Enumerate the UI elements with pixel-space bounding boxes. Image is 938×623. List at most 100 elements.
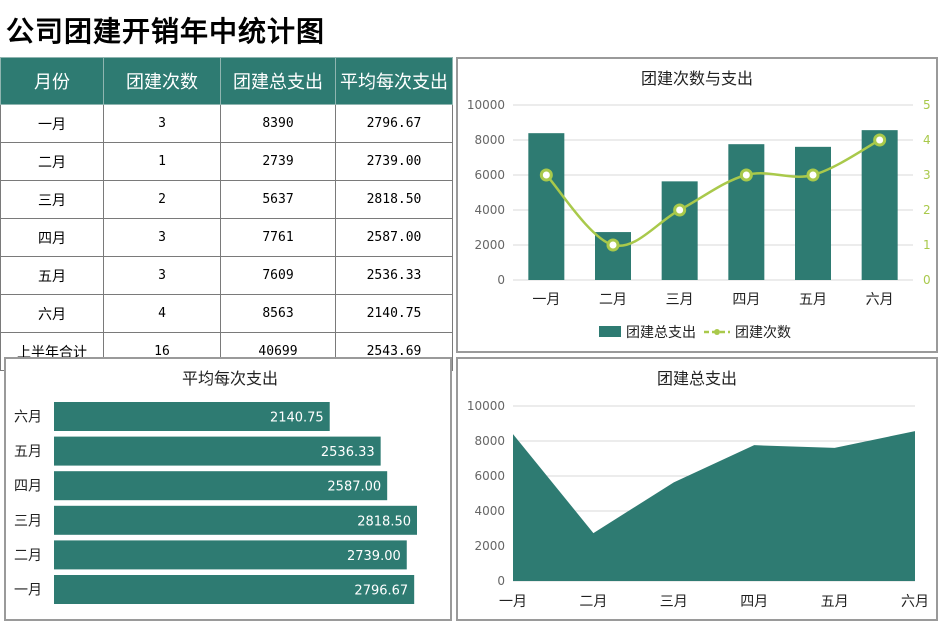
y-left-tick-label: 0 — [497, 273, 505, 287]
x-tick-label: 五月 — [821, 594, 849, 610]
bar — [795, 146, 831, 280]
y-tick-label: 6000 — [474, 469, 505, 483]
combo-chart: 团建次数与支出 0 2000 4000 6000 8000 10000 0 1 2 3 4 5 一月 二月 三… — [467, 69, 931, 341]
bar — [661, 181, 698, 280]
table-cell: 2536.33 — [335, 256, 453, 295]
area-chart-panel: 团建总支出 0 2000 4000 6000 8000 10000 一月 二月 三月 四月 五月 六月 — [456, 357, 938, 621]
table-cell: 2 — [103, 180, 221, 219]
line-point — [673, 203, 687, 217]
bar — [54, 505, 417, 535]
bar — [861, 130, 898, 280]
line-point — [539, 168, 553, 182]
table-row: 五月 3 7609 2536.33 — [0, 256, 453, 295]
y-right-tick-label: 0 — [923, 273, 931, 287]
hbar-chart-panel: 平均每次支出 2140.75 六月 2536.33 五月 2587.00 四月 2818.50… — [4, 357, 452, 621]
bar — [54, 402, 330, 431]
bar — [54, 540, 407, 570]
table-row: 一月 3 8390 2796.67 — [0, 104, 453, 143]
y-right-tick-label: 4 — [923, 133, 931, 147]
table-cell: 4 — [103, 294, 221, 333]
y-right-tick-label: 3 — [923, 168, 931, 182]
column-header: 月份 — [0, 57, 104, 105]
data-label: 2818.50 — [357, 514, 411, 529]
line-point — [739, 168, 753, 182]
y-right-tick-label: 5 — [923, 98, 931, 112]
y-tick-label: 4000 — [474, 504, 505, 518]
y-tick-label: 四月 — [14, 479, 42, 495]
line-point — [873, 133, 887, 147]
table-row: 二月 1 2739 2739.00 — [0, 142, 453, 181]
y-left-tick-label: 4000 — [474, 203, 505, 217]
table-cell: 3 — [103, 218, 221, 257]
combo-chart-panel: 团建次数与支出 0 2000 4000 6000 8000 10000 0 1 2 3 4 5 一月 二月 三… — [456, 57, 938, 353]
area-chart: 团建总支出 0 2000 4000 6000 8000 10000 一月 二月 三月 四月 五月 六月 — [467, 369, 929, 610]
area-fill — [513, 431, 915, 581]
table-row: 四月 3 7761 2587.00 — [0, 218, 453, 257]
column-header: 平均每次支出 — [335, 57, 453, 105]
table-cell: 8390 — [220, 104, 336, 143]
y-tick-label: 8000 — [474, 434, 505, 448]
x-tick-label: 二月 — [599, 292, 627, 308]
y-tick-label: 五月 — [14, 444, 42, 460]
y-tick-label: 三月 — [14, 513, 42, 529]
table-cell: 四月 — [0, 218, 104, 257]
x-tick-label: 六月 — [901, 594, 929, 610]
table-row: 三月 2 5637 2818.50 — [0, 180, 453, 219]
summary-table: 月份 团建次数 团建总支出 平均每次支出 一月 3 8390 2796.67 二月 1 27… — [0, 57, 453, 371]
x-tick-label: 六月 — [866, 292, 894, 308]
x-tick-label: 五月 — [799, 292, 827, 308]
table-header-row: 月份 团建次数 团建总支出 平均每次支出 — [0, 57, 453, 105]
table-cell: 1 — [103, 142, 221, 181]
chart-title: 团建总支出 — [657, 369, 737, 388]
y-left-tick-label: 2000 — [474, 238, 505, 252]
line-point — [606, 238, 620, 252]
x-tick-label: 四月 — [732, 292, 760, 308]
legend-marker — [714, 329, 720, 335]
page-title: 公司团建开销年中统计图 — [6, 15, 326, 48]
x-tick-label: 三月 — [666, 292, 694, 308]
x-tick-label: 一月 — [499, 594, 527, 610]
y-tick-label: 一月 — [14, 583, 42, 599]
data-label: 2739.00 — [347, 549, 401, 564]
table-cell: 2818.50 — [335, 180, 453, 219]
y-tick-label: 0 — [497, 574, 505, 588]
y-tick-label: 六月 — [14, 410, 42, 426]
column-header: 团建次数 — [103, 57, 221, 105]
hbar-chart: 平均每次支出 2140.75 六月 2536.33 五月 2587.00 四月 2818.50… — [14, 369, 417, 604]
bar — [528, 133, 565, 280]
y-right-tick-label: 1 — [923, 238, 931, 252]
table-cell: 一月 — [0, 104, 104, 143]
line-point — [806, 168, 820, 182]
y-tick-label: 2000 — [474, 539, 505, 553]
x-tick-label: 三月 — [660, 594, 688, 610]
table-cell: 2739.00 — [335, 142, 453, 181]
chart-title: 团建次数与支出 — [641, 69, 753, 88]
table-cell: 7609 — [220, 256, 336, 295]
y-tick-label: 10000 — [467, 399, 505, 413]
bar — [54, 575, 415, 604]
legend-label: 团建次数 — [735, 325, 791, 341]
bar — [54, 471, 388, 501]
data-label: 2536.33 — [321, 445, 375, 460]
table-cell: 五月 — [0, 256, 104, 295]
y-left-tick-label: 6000 — [474, 168, 505, 182]
y-tick-label: 二月 — [14, 548, 42, 564]
column-header: 团建总支出 — [220, 57, 336, 105]
table-row: 六月 4 8563 2140.75 — [0, 294, 453, 333]
x-tick-label: 二月 — [579, 594, 607, 610]
x-tick-label: 一月 — [532, 292, 560, 308]
legend-swatch-bar — [599, 326, 621, 337]
bar — [54, 436, 381, 466]
chart-title: 平均每次支出 — [182, 369, 278, 388]
table-cell: 2739 — [220, 142, 336, 181]
data-label: 2796.67 — [354, 584, 408, 599]
bar — [728, 144, 765, 280]
table-cell: 六月 — [0, 294, 104, 333]
table-cell: 2796.67 — [335, 104, 453, 143]
y-right-tick-label: 2 — [923, 203, 931, 217]
table-cell: 5637 — [220, 180, 336, 219]
data-label: 2587.00 — [327, 480, 381, 495]
table-cell: 3 — [103, 104, 221, 143]
table-cell: 2140.75 — [335, 294, 453, 333]
table-cell: 3 — [103, 256, 221, 295]
